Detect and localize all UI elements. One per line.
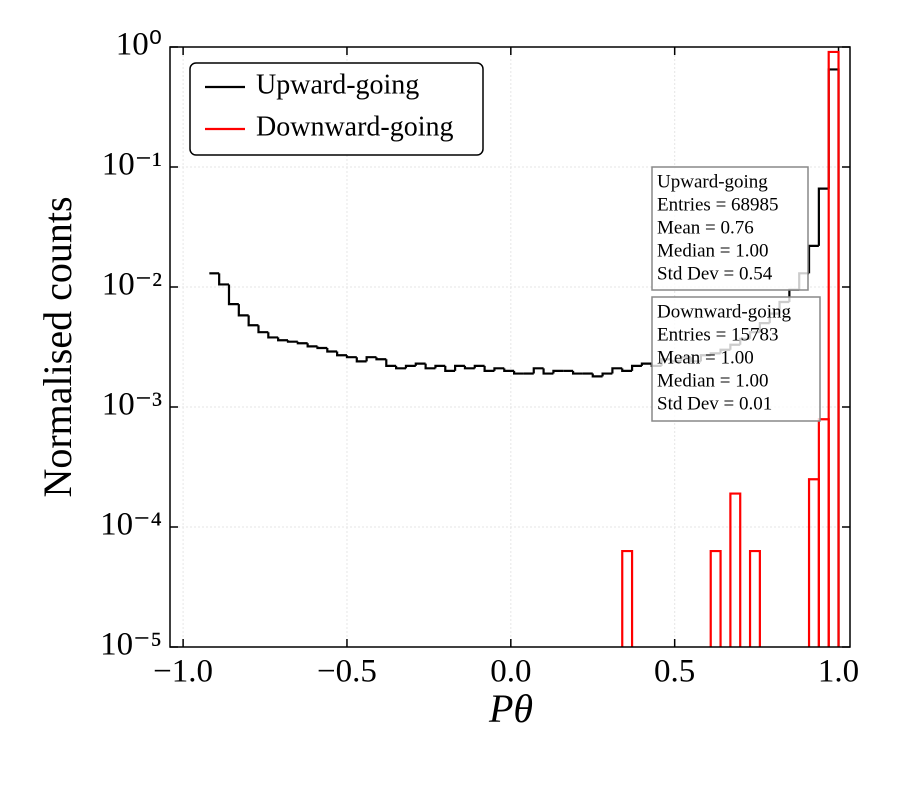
plot-frame (169, 46, 851, 648)
histogram-bin (463, 365, 475, 370)
histogram-bin (296, 341, 308, 345)
y-tick-label: 10⁻⁵ (100, 627, 162, 663)
histogram-bin (257, 325, 269, 334)
histogram-bin (503, 368, 515, 372)
histogram-bin (621, 368, 633, 372)
stats-box (651, 296, 821, 422)
histogram-bin (817, 418, 830, 647)
histogram-bin (483, 365, 495, 372)
histogram-bin (306, 343, 318, 348)
histogram-bin (414, 362, 426, 366)
histogram-bin (473, 364, 485, 369)
stats-text: Entries = 68985 (657, 194, 779, 215)
histogram-bin (493, 367, 505, 371)
histogram-bin (395, 365, 406, 370)
histogram-bin (532, 367, 544, 374)
x-tick-label: −1.0 (153, 654, 213, 690)
x-tick-label: 0.5 (654, 654, 695, 690)
x-tick-label: 0.0 (490, 654, 531, 690)
histogram-bin (434, 364, 446, 369)
histogram-bin (611, 367, 623, 374)
histogram-bin (709, 549, 722, 647)
histogram-bin (355, 357, 367, 363)
histogram-bin (227, 284, 239, 306)
histogram-bin (512, 370, 524, 375)
x-axis-label: Pθ (488, 686, 533, 731)
y-tick-label: 10⁻² (102, 267, 162, 303)
histogram-bin (247, 315, 259, 327)
stats-text: Median = 1.00 (657, 370, 769, 391)
histogram-bin (748, 549, 761, 647)
stats-text: Downward-going (657, 301, 792, 322)
histogram-bin (640, 362, 652, 366)
stats-text: Mean = 0.76 (657, 217, 754, 238)
histogram-bin (424, 363, 436, 370)
y-axis-label: Normalised counts (35, 196, 80, 497)
stats-text: Median = 1.00 (657, 240, 769, 261)
histogram-bin (817, 187, 829, 246)
histogram-bin (827, 68, 840, 647)
legend-label: Downward-going (256, 111, 454, 142)
x-tick-label: −0.5 (317, 654, 377, 690)
histogram-bin (444, 365, 456, 372)
histogram-bin (591, 373, 603, 378)
stats-text: Std Dev = 0.54 (657, 263, 773, 284)
histogram-bin (571, 370, 583, 375)
histogram-bin (807, 244, 819, 274)
y-tick-label: 10⁻¹ (102, 147, 162, 183)
histogram-bin (375, 357, 387, 361)
histogram-bin (729, 492, 742, 647)
histogram-bin (316, 346, 328, 350)
legend-label: Upward-going (256, 69, 419, 100)
legend-box (189, 62, 484, 156)
histogram-bin (552, 369, 564, 374)
histogram-bin (404, 364, 416, 369)
stats-text: Upward-going (657, 171, 768, 192)
histogram-bin (267, 332, 279, 339)
y-tick-label: 10⁰ (116, 27, 162, 63)
histogram-bin (385, 359, 397, 368)
y-tick-label: 10⁻⁴ (100, 507, 162, 543)
histogram-bin (365, 356, 377, 362)
histogram-bin (237, 304, 249, 317)
histogram-bin (218, 273, 229, 286)
histogram-bin (454, 364, 465, 371)
histogram-bin (345, 355, 357, 359)
histogram-bin (807, 478, 820, 647)
histogram-bin (630, 364, 642, 371)
histogram-bin (621, 549, 634, 647)
histogram-bin (277, 337, 288, 342)
stats-text: Std Dev = 0.01 (657, 393, 772, 414)
stats-box (651, 166, 809, 291)
histogram-bin (601, 372, 613, 377)
histogram-bin (326, 348, 338, 353)
x-tick-label: 1.0 (818, 654, 859, 690)
histogram-bin (336, 351, 347, 357)
histogram-bin (542, 368, 554, 375)
stats-text: Entries = 15783 (657, 324, 779, 345)
stats-text: Mean = 1.00 (657, 347, 754, 368)
y-tick-label: 10⁻³ (102, 387, 162, 423)
histogram-bin (827, 50, 840, 647)
histogram-bin (286, 340, 298, 343)
